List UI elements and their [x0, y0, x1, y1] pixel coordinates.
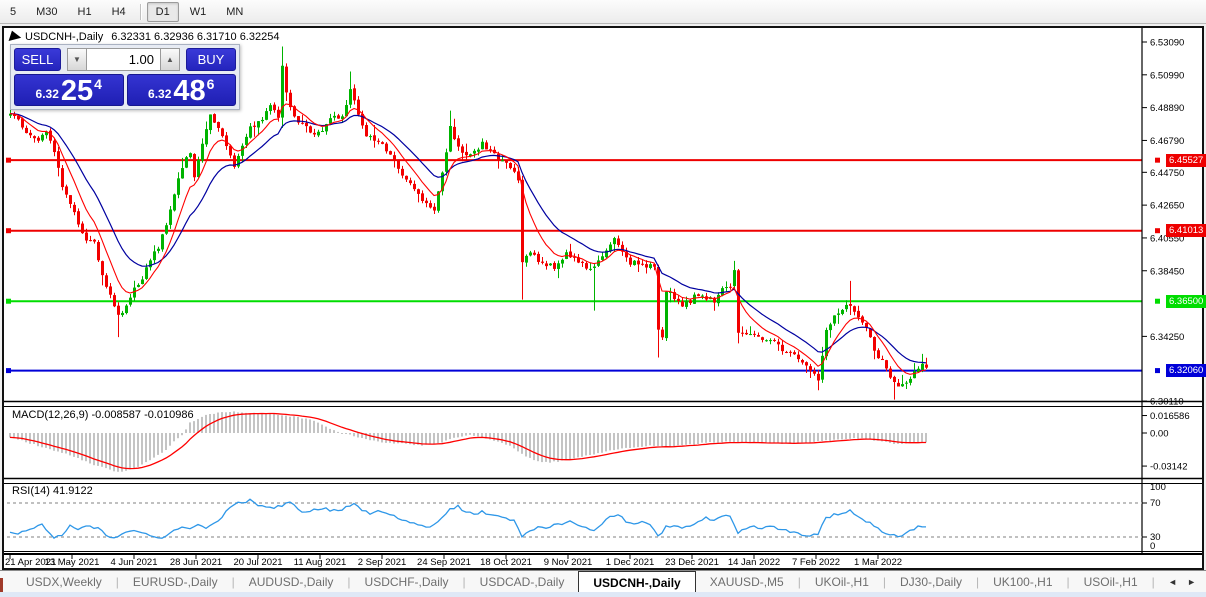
- tab-separator: |: [1066, 575, 1070, 589]
- chart-title-row: USDCNH-,Daily 6.32331 6.32936 6.31710 6.…: [8, 30, 280, 44]
- timeframe-button-m30[interactable]: M30: [27, 2, 66, 22]
- timeframe-button-5[interactable]: 5: [1, 2, 25, 22]
- svg-text:13 May 2021: 13 May 2021: [45, 557, 100, 568]
- volume-increase-button[interactable]: ▲: [160, 48, 180, 71]
- volume-input[interactable]: 1.00: [87, 48, 160, 71]
- chart-window: 6.53090 6.50990 6.48890 6.46790 6.44750 6.426…: [2, 26, 1206, 570]
- toolbar-separator: [139, 3, 142, 20]
- sell-button[interactable]: SELL: [14, 48, 61, 71]
- svg-text:11 Aug 2021: 11 Aug 2021: [294, 557, 347, 568]
- svg-text:0: 0: [1150, 541, 1155, 552]
- svg-text:0.016586: 0.016586: [1150, 411, 1190, 422]
- svg-text:6.38450: 6.38450: [1150, 266, 1184, 277]
- one-click-trade-panel: SELL ▼ 1.00 ▲ BUY 6.32 25 4 6.32 48 6: [10, 44, 240, 110]
- chart-shift-arrow-icon: [8, 30, 23, 44]
- timeframe-toolbar: 5 M30 H1 H4 D1 W1 MN: [0, 0, 1206, 24]
- chart-tab-usdcad-daily[interactable]: USDCAD-,Daily: [479, 575, 565, 589]
- svg-text:2 Sep 2021: 2 Sep 2021: [358, 557, 407, 568]
- svg-text:30: 30: [1150, 532, 1161, 543]
- tab-scroll-indicator: [0, 578, 3, 592]
- svg-text:20 Jul 2021: 20 Jul 2021: [233, 557, 282, 568]
- svg-text:28 Jun 2021: 28 Jun 2021: [170, 557, 222, 568]
- price-level-tag: 6.32060: [1166, 364, 1206, 378]
- chart-tab-ukoil-h1[interactable]: UKOil-,H1: [814, 575, 869, 589]
- tab-separator: |: [882, 575, 886, 589]
- buy-price-sup: 6: [206, 76, 215, 92]
- tab-separator: |: [797, 575, 801, 589]
- chart-tab-audusd-daily[interactable]: AUDUSD-,Daily: [248, 575, 334, 589]
- tab-separator: |: [115, 575, 119, 589]
- chart-tab-usdchf-daily[interactable]: USDCHF-,Daily: [364, 575, 449, 589]
- chart-tab-usoil-h1[interactable]: USOil-,H1: [1083, 575, 1138, 589]
- svg-text:6.44750: 6.44750: [1150, 168, 1184, 179]
- sell-price-small: 6.32: [35, 87, 59, 101]
- svg-text:-0.03142: -0.03142: [1150, 462, 1188, 473]
- chart-tab-dj30-daily[interactable]: DJ30-,Daily: [900, 575, 963, 589]
- svg-text:6.40550: 6.40550: [1150, 233, 1184, 244]
- chart-tab-usdx-weekly[interactable]: USDX,Weekly: [26, 575, 102, 589]
- tab-scroll-right-icon[interactable]: ►: [1187, 577, 1196, 587]
- tab-separator: |: [347, 575, 351, 589]
- macd-label: MACD(12,26,9) -0.008587 -0.010986: [12, 409, 194, 421]
- volume-decrease-button[interactable]: ▼: [67, 48, 87, 71]
- svg-text:6.53090: 6.53090: [1150, 38, 1184, 49]
- svg-text:1 Mar 2022: 1 Mar 2022: [854, 557, 902, 568]
- buy-button[interactable]: BUY: [186, 48, 236, 71]
- svg-text:6.30110: 6.30110: [1150, 397, 1184, 408]
- sell-price-big: 25: [60, 75, 94, 107]
- svg-text:21 Apr 2021: 21 Apr 2021: [5, 557, 56, 568]
- svg-text:6.48890: 6.48890: [1150, 103, 1184, 114]
- svg-text:18 Oct 2021: 18 Oct 2021: [480, 557, 532, 568]
- svg-text:100: 100: [1150, 482, 1166, 493]
- tab-separator: |: [231, 575, 235, 589]
- chart-symbol-label: USDCNH-,Daily: [25, 31, 104, 43]
- timeframe-button-mn[interactable]: MN: [217, 2, 252, 22]
- volume-stepper: ▼ 1.00 ▲: [67, 48, 180, 71]
- tab-scroll-arrows: ◄ ►: [1168, 571, 1206, 593]
- svg-text:70: 70: [1150, 498, 1161, 509]
- buy-price-big: 48: [173, 75, 206, 107]
- sell-price-sup: 4: [94, 76, 102, 92]
- window-bottom-strip: [0, 592, 1206, 597]
- chart-ohlc-values: 6.32331 6.32936 6.31710 6.32254: [111, 31, 280, 43]
- chart-tab-xauusd-m5[interactable]: XAUUSD-,M5: [709, 575, 784, 589]
- chart-canvas[interactable]: 6.53090 6.50990 6.48890 6.46790 6.44750 6.426…: [4, 28, 1202, 568]
- buy-price-small: 6.32: [148, 87, 172, 101]
- price-level-tag: 6.41013: [1166, 224, 1206, 238]
- price-level-tag: 6.45527: [1166, 153, 1206, 167]
- timeframe-button-h4[interactable]: H4: [103, 2, 135, 22]
- svg-text:7 Feb 2022: 7 Feb 2022: [792, 557, 840, 568]
- sell-price-box[interactable]: 6.32 25 4: [14, 74, 124, 106]
- tab-separator: |: [1151, 575, 1155, 589]
- buy-price-box[interactable]: 6.32 48 6: [126, 74, 236, 107]
- chart-tab-bar: USDX,Weekly | EURUSD-,Daily | AUDUSD-,Daily |…: [0, 570, 1206, 593]
- svg-text:6.42650: 6.42650: [1150, 201, 1184, 212]
- chart-tab-uk100-h1[interactable]: UK100-,H1: [993, 575, 1053, 589]
- timeframe-button-h1[interactable]: H1: [69, 2, 101, 22]
- svg-text:6.50990: 6.50990: [1150, 70, 1184, 81]
- timeframe-button-d1[interactable]: D1: [146, 1, 179, 22]
- svg-text:24 Sep 2021: 24 Sep 2021: [417, 557, 471, 568]
- svg-text:6.34250: 6.34250: [1150, 332, 1184, 343]
- chart-tab-eurusd-daily[interactable]: EURUSD-,Daily: [132, 575, 218, 589]
- chart-tab-usdcnh-daily[interactable]: USDCNH-,Daily: [578, 571, 696, 593]
- tab-scroll-left-icon[interactable]: ◄: [1168, 577, 1178, 587]
- svg-text:1 Dec 2021: 1 Dec 2021: [606, 557, 655, 568]
- rsi-label: RSI(14) 41.9122: [12, 485, 93, 497]
- svg-text:0.00: 0.00: [1150, 429, 1169, 440]
- tab-separator: |: [976, 575, 980, 589]
- svg-text:23 Dec 2021: 23 Dec 2021: [665, 557, 719, 568]
- svg-text:14 Jan 2022: 14 Jan 2022: [728, 557, 780, 568]
- tab-separator: |: [462, 575, 466, 589]
- svg-text:4 Jun 2021: 4 Jun 2021: [110, 557, 157, 568]
- price-level-tag: 6.36500: [1166, 294, 1206, 308]
- svg-text:6.46790: 6.46790: [1150, 136, 1184, 147]
- svg-text:9 Nov 2021: 9 Nov 2021: [544, 557, 593, 568]
- timeframe-button-w1[interactable]: W1: [181, 2, 216, 22]
